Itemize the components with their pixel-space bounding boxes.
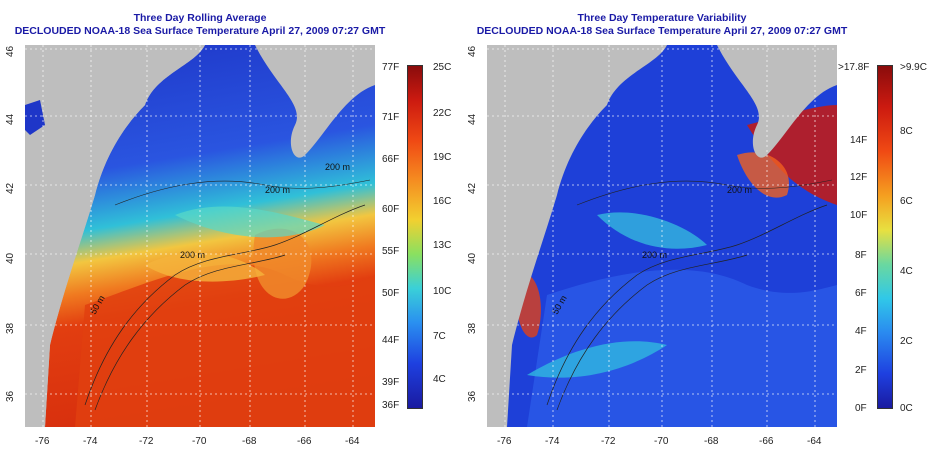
left-f-label: 77F (382, 62, 400, 73)
left-lat-tick: 40 (5, 252, 16, 264)
right-lat-tick: 46 (467, 45, 478, 57)
right-f-label: 10F (850, 210, 868, 221)
right-f-label: 2F (855, 365, 867, 376)
right-f-label: 12F (850, 172, 868, 183)
right-colorbar (877, 65, 893, 409)
right-c-label: >9.9C (900, 62, 927, 73)
left-lat-tick: 46 (5, 45, 16, 57)
right-f-label: 6F (855, 288, 867, 299)
left-c-label: 10C (433, 286, 452, 297)
left-f-label: 44F (382, 335, 400, 346)
right-f-label: >17.8F (838, 62, 870, 73)
right-c-label: 0C (900, 403, 913, 414)
left-lat-tick: 44 (5, 113, 16, 125)
right-lat-tick: 44 (467, 113, 478, 125)
right-f-label: 8F (855, 250, 867, 261)
left-c-label: 25C (433, 62, 452, 73)
left-lat-tick: 36 (5, 390, 16, 402)
right-title-line1: Three Day Temperature Variability (577, 12, 747, 24)
right-lat-tick: 38 (467, 322, 478, 334)
left-f-label: 66F (382, 154, 400, 165)
left-lon-tick: -76 (35, 436, 50, 447)
left-lon-tick: -70 (192, 436, 207, 447)
left-f-label: 55F (382, 246, 400, 257)
right-contour-label-200m-b: 200 m (727, 185, 752, 195)
right-f-label: 0F (855, 403, 867, 414)
right-lon-tick: -68 (704, 436, 719, 447)
left-c-label: 19C (433, 152, 452, 163)
left-c-label: 22C (433, 108, 452, 119)
left-sst-map: 200 m 50 m 200 m 200 m (25, 45, 375, 427)
right-lon-tick: -64 (807, 436, 822, 447)
left-c-label: 13C (433, 240, 452, 251)
right-contour-label-200m: 200 m (642, 250, 667, 260)
right-c-label: 2C (900, 336, 913, 347)
left-lon-tick: -72 (139, 436, 154, 447)
left-lat-tick: 42 (5, 182, 16, 194)
left-lat-tick: 38 (5, 322, 16, 334)
left-lon-tick: -64 (345, 436, 360, 447)
left-title-line1: Three Day Rolling Average (133, 12, 267, 24)
right-c-label: 6C (900, 196, 913, 207)
right-f-label: 14F (850, 135, 868, 146)
left-contour-label-200m-b: 200 m (265, 185, 290, 195)
right-lon-tick: -70 (654, 436, 669, 447)
left-c-label: 4C (433, 374, 446, 385)
right-lat-tick: 36 (467, 390, 478, 402)
right-c-label: 8C (900, 126, 913, 137)
right-lat-tick: 42 (467, 182, 478, 194)
left-contour-label-200m-c: 200 m (325, 162, 350, 172)
right-variability-map: 200 m 50 m 200 m (487, 45, 837, 427)
left-f-label: 36F (382, 400, 400, 411)
left-lon-tick: -68 (242, 436, 257, 447)
left-title-line2: DECLOUDED NOAA-18 Sea Surface Temperatur… (14, 25, 386, 37)
left-f-label: 60F (382, 204, 400, 215)
right-f-label: 4F (855, 326, 867, 337)
left-c-label: 7C (433, 331, 446, 342)
left-lon-tick: -74 (83, 436, 98, 447)
right-lat-tick: 40 (467, 252, 478, 264)
right-title-line2: DECLOUDED NOAA-18 Sea Surface Temperatur… (476, 25, 848, 37)
right-lon-tick: -66 (759, 436, 774, 447)
left-f-label: 39F (382, 377, 400, 388)
right-lon-tick: -72 (601, 436, 616, 447)
left-contour-label-200m: 200 m (180, 250, 205, 260)
left-f-label: 71F (382, 112, 400, 123)
left-lon-tick: -66 (297, 436, 312, 447)
right-c-label: 4C (900, 266, 913, 277)
left-f-label: 50F (382, 288, 400, 299)
right-lon-tick: -76 (497, 436, 512, 447)
left-colorbar (407, 65, 423, 409)
left-c-label: 16C (433, 196, 452, 207)
right-lon-tick: -74 (545, 436, 560, 447)
